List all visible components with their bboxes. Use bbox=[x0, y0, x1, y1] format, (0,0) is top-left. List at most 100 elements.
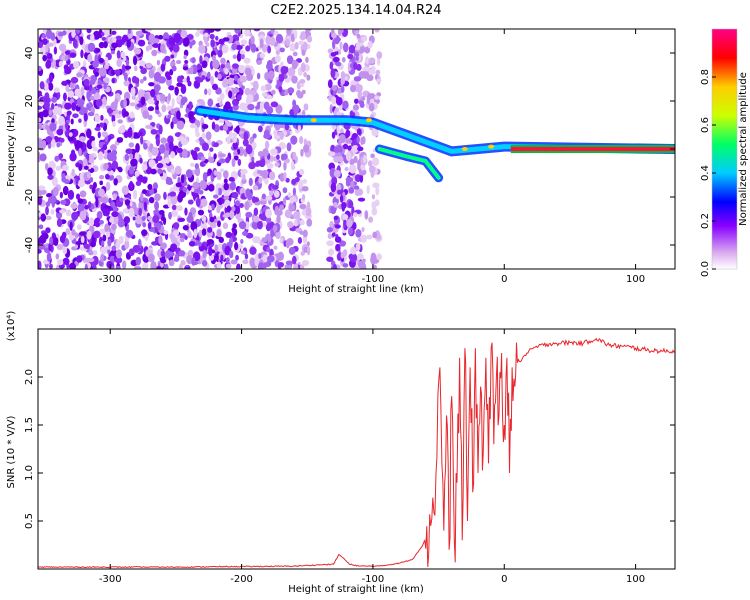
spectrogram-noise-cell bbox=[233, 74, 238, 82]
spectrogram-noise-cell bbox=[260, 85, 267, 92]
spectrogram-noise-cell bbox=[258, 177, 263, 184]
spectrogram-noise-cell bbox=[293, 106, 299, 115]
spectrogram-noise-cell bbox=[218, 236, 225, 243]
spectrogram-noise-cell bbox=[86, 139, 94, 150]
spectrogram-hot-spot bbox=[488, 144, 495, 149]
spectrogram-noise-cell bbox=[91, 255, 99, 266]
spectrogram-noise-cell bbox=[213, 142, 219, 148]
spectrogram-noise-cell bbox=[99, 122, 105, 128]
spectrogram-noise-cell bbox=[261, 237, 268, 243]
spectrogram-noise-cell bbox=[123, 91, 131, 101]
spectrogram-xtick-label: -300 bbox=[99, 274, 122, 285]
spectrogram-ytick-label: 40 bbox=[24, 47, 35, 60]
spectrogram-noise-cell bbox=[376, 51, 383, 60]
spectrogram-noise-cell bbox=[226, 34, 234, 44]
spectrogram-noise-cell bbox=[99, 180, 104, 186]
snr-series bbox=[38, 337, 675, 569]
spectrogram-xtick-label: 0 bbox=[501, 274, 507, 285]
spectrogram-noise-cell bbox=[344, 76, 348, 82]
spectrogram-noise-cell bbox=[349, 158, 355, 166]
spectrogram-noise-cell bbox=[363, 154, 367, 164]
spectrogram-noise-cell bbox=[257, 125, 263, 133]
spectrogram-noise-cell bbox=[370, 168, 375, 178]
spectrogram-noise-cell bbox=[232, 141, 239, 150]
spectrogram-noise-cell bbox=[73, 128, 78, 138]
spectrogram-noise-cell bbox=[38, 123, 44, 130]
spectrogram-noise-cell bbox=[198, 241, 202, 247]
spectrogram-noise-cell bbox=[38, 65, 42, 72]
spectrogram-noise-cell bbox=[235, 254, 239, 261]
spectrogram-noise-cell bbox=[204, 35, 208, 45]
spectrogram-noise-cell bbox=[176, 205, 183, 212]
spectrogram-noise-cell bbox=[101, 240, 105, 247]
spectrogram-noise-cell bbox=[376, 78, 382, 83]
spectrogram-noise-cell bbox=[184, 207, 188, 216]
spectrogram-noise-cell bbox=[229, 181, 237, 191]
spectrogram-noise-cell bbox=[222, 124, 229, 132]
spectrogram-noise-cell bbox=[278, 86, 283, 93]
colorbar-tick-label: 0.0 bbox=[700, 261, 711, 277]
spectrogram-noise-cell bbox=[299, 230, 304, 235]
spectrogram-noise-cell bbox=[220, 63, 226, 69]
spectrogram-noise-cell bbox=[273, 134, 281, 140]
spectrogram-noise-cell bbox=[274, 205, 280, 216]
spectrogram-noise-cell bbox=[50, 208, 55, 215]
spectrogram-noise-cell bbox=[45, 42, 49, 53]
spectrogram-noise-cell bbox=[342, 42, 349, 53]
spectrogram-noise-cell bbox=[185, 169, 193, 178]
spectrogram-noise-cell bbox=[112, 120, 116, 127]
spectrogram-noise-cell bbox=[233, 150, 238, 156]
spectrogram-noise-cell bbox=[110, 101, 118, 111]
spectrogram-noise-cell bbox=[39, 45, 47, 55]
spectrogram-noise-cell bbox=[101, 36, 106, 41]
spectrogram-noise-cell bbox=[164, 142, 170, 151]
spectrogram-noise-cell bbox=[53, 46, 58, 55]
spectrogram-noise-cell bbox=[144, 93, 149, 102]
spectrogram-noise-cell bbox=[332, 56, 340, 63]
spectrogram-noise-cell bbox=[327, 248, 335, 256]
spectrogram-noise-cell bbox=[111, 78, 116, 84]
spectrogram-noise-cell bbox=[223, 195, 230, 200]
spectrogram-noise-cell bbox=[273, 148, 278, 155]
spectrogram-noise-cell bbox=[160, 258, 167, 264]
spectrogram-noise-cell bbox=[84, 204, 89, 210]
spectrogram-noise-cell bbox=[261, 92, 268, 97]
spectrogram-noise-cell bbox=[231, 191, 239, 199]
spectrogram-noise-cell bbox=[252, 185, 259, 191]
spectrogram-noise-cell bbox=[162, 217, 167, 225]
spectrogram-ytick-label: 20 bbox=[24, 95, 35, 108]
spectrogram-noise-cell bbox=[193, 79, 201, 89]
spectrogram-noise-cell bbox=[88, 201, 92, 208]
spectrogram-noise-cell bbox=[38, 224, 44, 230]
spectrogram-noise-cell bbox=[364, 210, 369, 220]
spectrogram-noise-cell bbox=[99, 174, 105, 180]
spectrogram-noise-cell bbox=[97, 131, 101, 139]
spectrogram-noise-cell bbox=[110, 50, 115, 55]
spectrogram-noise-cell bbox=[216, 171, 222, 181]
spectrogram-noise-cell bbox=[284, 123, 290, 131]
spectrogram-noise-cell bbox=[41, 38, 48, 46]
spectrogram-noise-cell bbox=[215, 35, 219, 41]
spectrogram-noise-cell bbox=[134, 170, 140, 177]
spectrogram-noise-cell bbox=[291, 178, 297, 185]
spectrogram-noise-cell bbox=[48, 109, 52, 117]
spectrogram-noise-cell bbox=[158, 76, 166, 84]
spectrogram-noise-cell bbox=[375, 186, 380, 196]
spectrogram-noise-cell bbox=[195, 131, 200, 138]
spectrogram-noise-cell bbox=[300, 251, 305, 256]
colorbar-label: Normalized spectral amplitude bbox=[738, 72, 749, 226]
spectrogram-noise-cell bbox=[242, 259, 249, 265]
colorbar-tick-label: 0.6 bbox=[700, 117, 711, 133]
spectrogram-noise-cell bbox=[303, 138, 308, 146]
spectrogram-noise-cell bbox=[290, 33, 295, 43]
spectrogram-noise-cell bbox=[105, 181, 111, 191]
spectrogram-noise-cell bbox=[95, 98, 103, 107]
spectrogram-noise-cell bbox=[299, 33, 305, 40]
spectrogram-noise-cell bbox=[228, 195, 232, 202]
spectrogram-noise-cell bbox=[339, 29, 344, 34]
spectrogram-noise-cell bbox=[299, 203, 307, 210]
spectrogram-noise-cell bbox=[361, 226, 365, 233]
spectrogram-noise-cell bbox=[100, 253, 104, 263]
spectrogram-noise-cell bbox=[141, 229, 148, 237]
